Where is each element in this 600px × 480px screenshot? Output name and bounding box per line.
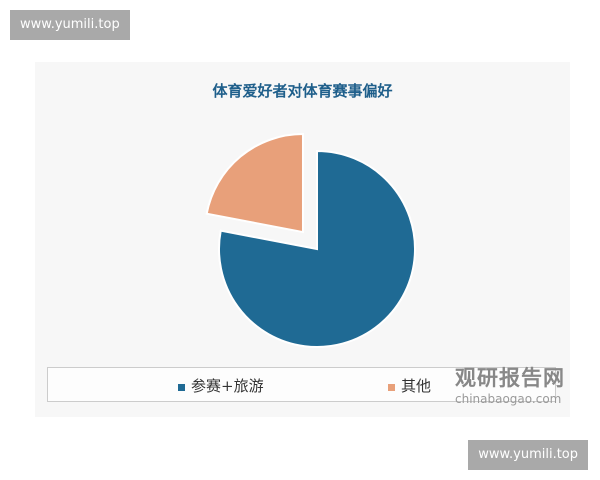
- logo-watermark: 观研报告网 chinabaogao.com: [455, 362, 565, 406]
- legend-label: 参赛+旅游: [191, 377, 264, 395]
- chart-title: 体育爱好者对体育赛事偏好: [212, 82, 393, 100]
- watermark-bottom: www.yumili.top: [468, 440, 588, 470]
- pie-slice-0: [218, 149, 416, 348]
- pie-slice-1: [205, 133, 304, 234]
- legend-item-1: 其他: [388, 375, 431, 396]
- legend-swatch: [388, 383, 395, 391]
- chart-panel: 体育爱好者对体育赛事偏好 参赛+旅游 其他 观研报告网 chinabaogao.…: [35, 62, 570, 417]
- pie-chart: [205, 133, 416, 348]
- legend-item-0: 参赛+旅游: [178, 375, 264, 396]
- watermark-top: www.yumili.top: [10, 10, 130, 40]
- legend-label: 其他: [401, 377, 432, 395]
- legend: 参赛+旅游 其他: [47, 367, 556, 402]
- legend-swatch: [178, 383, 185, 391]
- logo-en: chinabaogao.com: [455, 392, 562, 406]
- logo-cn: 观研报告网: [455, 366, 565, 390]
